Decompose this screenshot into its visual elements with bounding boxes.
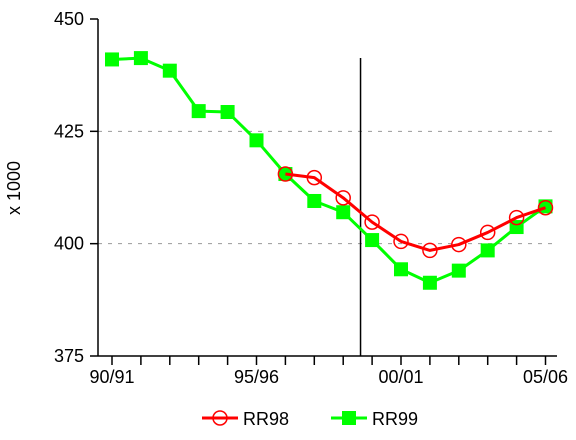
series-layer (105, 51, 554, 290)
data-point (365, 233, 380, 248)
legend-marker (342, 411, 356, 425)
data-point (480, 243, 495, 258)
data-point (105, 52, 119, 67)
series-line (111, 56, 547, 285)
series-rr99 (105, 51, 553, 290)
data-point (220, 105, 235, 120)
data-point (277, 166, 294, 182)
data-point (307, 193, 322, 208)
data-point (538, 199, 553, 214)
y-tick-label: 375 (54, 346, 84, 366)
x-tick-label: 95/96 (234, 367, 279, 387)
legend-item-rr98: RR98 (202, 409, 289, 429)
data-point (249, 133, 264, 148)
gridlines (98, 130, 557, 245)
legend-label: RR99 (372, 409, 418, 429)
legend-item-rr99: RR99 (331, 409, 418, 429)
y-tick-label: 450 (54, 9, 84, 29)
data-point (394, 262, 408, 277)
x-tick-label: 00/01 (378, 367, 423, 387)
data-point (451, 263, 466, 278)
data-point (336, 205, 351, 220)
data-point (191, 104, 206, 119)
data-point (537, 199, 554, 216)
data-point (306, 169, 323, 186)
data-point (451, 236, 467, 253)
data-point (133, 51, 148, 66)
series-rr98 (277, 166, 554, 259)
data-point (393, 233, 409, 250)
x-tick-label: 90/91 (89, 367, 134, 387)
data-point (335, 190, 351, 206)
data-point (479, 224, 496, 241)
legend: RR98 RR99 (202, 409, 418, 429)
legend-marker (212, 410, 228, 426)
legend-label: RR98 (243, 409, 289, 429)
data-point (422, 242, 438, 259)
data-point (508, 209, 525, 226)
data-point (364, 214, 380, 230)
series-line (285, 172, 546, 252)
x-tick-label: 05/06 (523, 367, 568, 387)
data-point (162, 63, 177, 78)
y-tick-label: 400 (54, 234, 84, 254)
y-tick-label: 425 (54, 121, 84, 141)
data-point (422, 275, 437, 290)
y-axis-title: x 1000 (4, 161, 24, 215)
axes: 375 400 425 450 90/91 95/96 00/01 05/06 (54, 9, 568, 387)
